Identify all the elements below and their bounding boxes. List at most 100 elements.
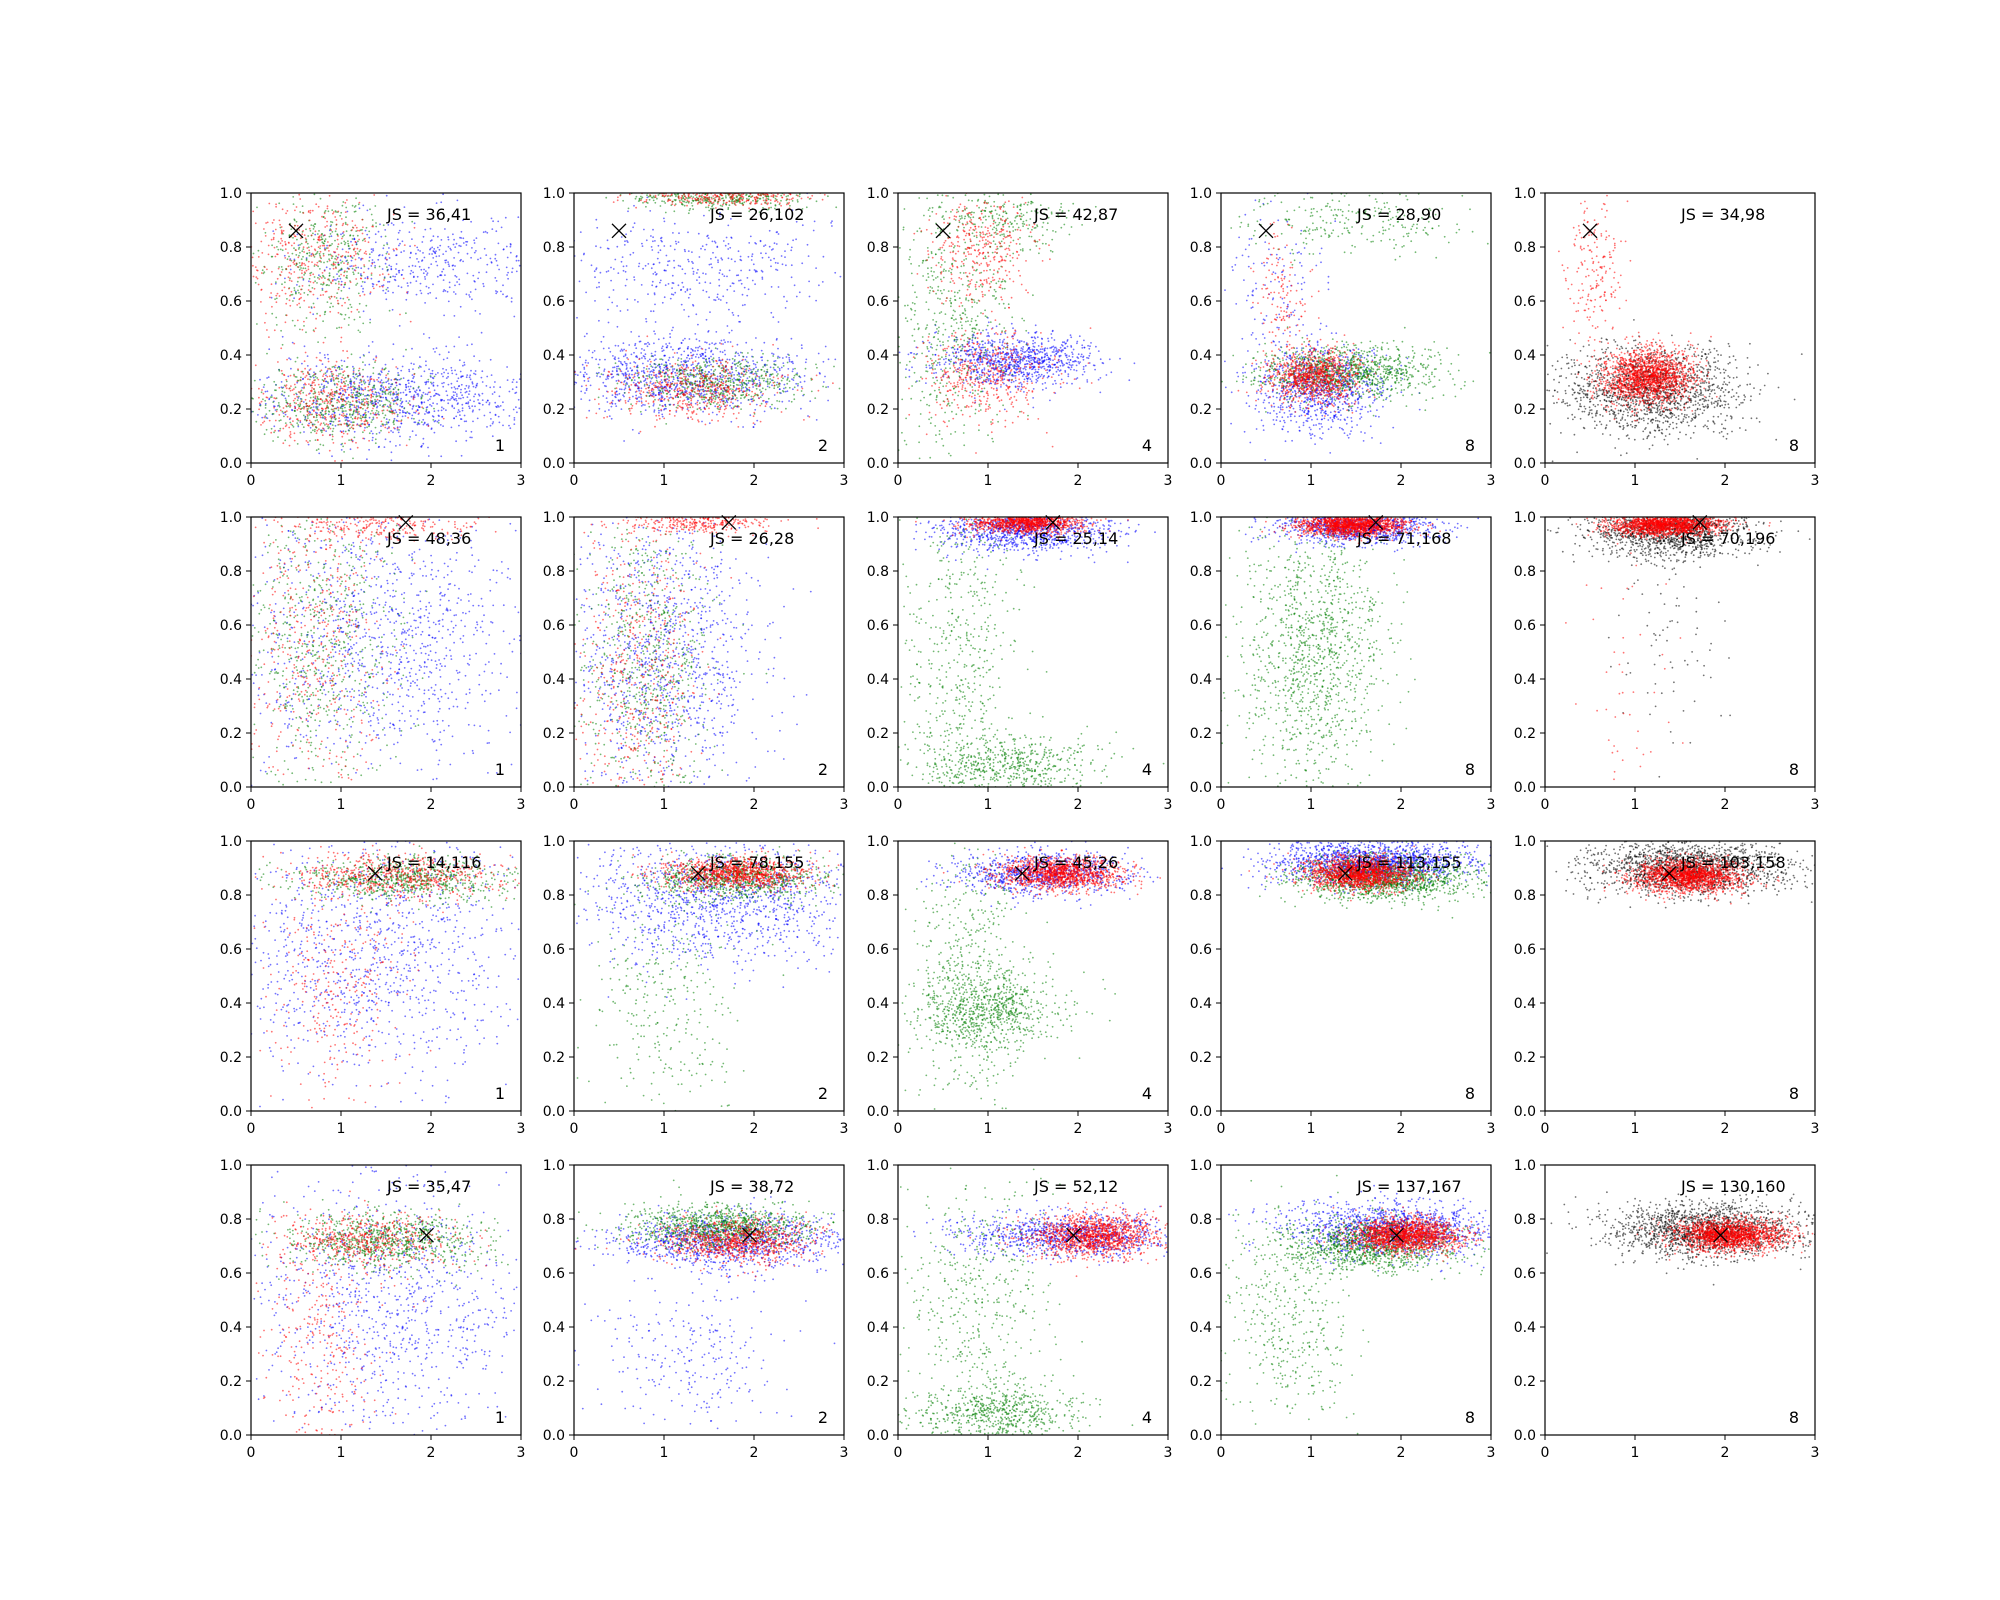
data-point-green [322, 235, 324, 237]
data-point-red [372, 391, 374, 393]
data-point-blue [748, 288, 750, 290]
data-point-red [272, 222, 274, 224]
data-point-green [349, 304, 351, 306]
data-point-green [418, 386, 420, 388]
data-point-green [277, 249, 279, 251]
data-point-red [323, 342, 325, 344]
data-point-blue [330, 380, 332, 382]
data-point-blue [462, 407, 464, 409]
data-point-green [312, 287, 314, 289]
data-point-blue [460, 392, 462, 394]
data-point-blue [580, 371, 582, 373]
data-point-blue [369, 382, 371, 384]
data-point-green [293, 287, 295, 289]
data-point-green [302, 392, 304, 394]
data-point-green [753, 380, 755, 382]
data-point-blue [303, 401, 305, 403]
data-point-blue [432, 402, 434, 404]
data-point-red [315, 413, 317, 415]
data-point-green [351, 306, 353, 308]
data-point-blue [432, 370, 434, 372]
data-point-green [352, 268, 354, 270]
data-point-red [375, 357, 377, 359]
data-point-blue [616, 366, 618, 368]
data-point-green [398, 389, 400, 391]
data-point-blue [661, 363, 663, 365]
data-point-green [762, 197, 764, 199]
data-point-blue [318, 453, 320, 455]
data-point-blue [599, 359, 601, 361]
data-point-green [294, 325, 296, 327]
data-point-blue [710, 364, 712, 366]
data-point-blue [340, 278, 342, 280]
data-point-green [706, 385, 708, 387]
data-point-blue [423, 272, 425, 274]
data-point-blue [405, 412, 407, 414]
data-point-blue [815, 267, 817, 269]
data-point-red [308, 268, 310, 270]
data-point-blue [490, 418, 492, 420]
data-point-green [776, 400, 778, 402]
data-point-green [687, 396, 689, 398]
data-point-blue [770, 312, 772, 314]
data-point-blue [493, 386, 495, 388]
data-point-blue [618, 360, 620, 362]
subplot-r1-c1: 0 1 2 30.00.20.40.60.81.0JS = 36,411 [220, 186, 526, 489]
data-point-red [372, 412, 374, 414]
data-point-blue [779, 357, 781, 359]
data-point-blue [628, 344, 630, 346]
data-point-green [719, 373, 721, 375]
data-point-green [731, 368, 733, 370]
data-point-blue [614, 366, 616, 368]
data-point-blue [840, 276, 842, 278]
data-point-blue [653, 310, 655, 312]
data-point-blue [755, 270, 757, 272]
data-point-green [389, 310, 391, 312]
data-point-green [326, 386, 328, 388]
data-point-blue [623, 349, 625, 351]
data-point-blue [776, 338, 778, 340]
data-point-blue [379, 223, 381, 225]
data-point-blue [432, 373, 434, 375]
data-point-green [777, 366, 779, 368]
data-point-blue [486, 264, 488, 266]
data-point-blue [402, 240, 404, 242]
data-point-green [663, 201, 665, 203]
data-point-blue [588, 410, 590, 412]
data-point-green [385, 367, 387, 369]
data-point-blue [371, 278, 373, 280]
data-point-green [803, 394, 805, 396]
data-point-green [655, 366, 657, 368]
data-point-blue [614, 358, 616, 360]
data-point-green [779, 392, 781, 394]
data-point-red [371, 263, 373, 265]
data-point-red [320, 417, 322, 419]
data-point-blue [725, 245, 727, 247]
data-point-blue [791, 378, 793, 380]
data-point-green [728, 380, 730, 382]
data-point-red [397, 427, 399, 429]
data-point-blue [492, 421, 494, 423]
data-point-green [340, 373, 342, 375]
data-point-blue [442, 376, 444, 378]
data-point-green [356, 408, 358, 410]
data-point-blue [787, 243, 789, 245]
data-point-blue [337, 375, 339, 377]
data-point-red [294, 235, 296, 237]
data-point-blue [613, 268, 615, 270]
data-point-green [324, 240, 326, 242]
data-point-green [703, 361, 705, 363]
data-point-green [330, 379, 332, 381]
data-point-blue [425, 410, 427, 412]
data-point-red [355, 253, 357, 255]
data-point-blue [399, 383, 401, 385]
data-point-red [290, 265, 292, 267]
data-point-green [730, 380, 732, 382]
data-point-green [782, 377, 784, 379]
data-point-green [320, 412, 322, 414]
data-point-blue [651, 267, 653, 269]
data-point-red [320, 251, 322, 253]
data-point-blue [375, 233, 377, 235]
data-point-blue [658, 412, 660, 414]
data-point-red [379, 274, 381, 276]
